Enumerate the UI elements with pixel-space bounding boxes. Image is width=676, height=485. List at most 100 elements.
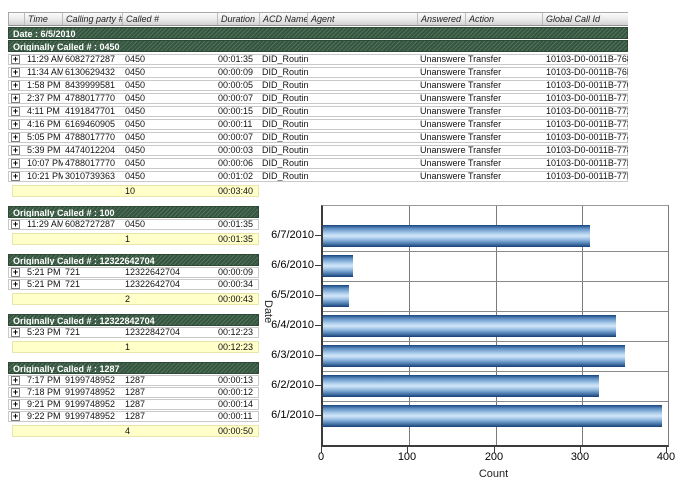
group-total-duration: 00:00:43 xyxy=(218,294,254,304)
time-cell: 1:58 PM xyxy=(27,81,61,90)
table-header-row: Time Calling party # Called # Duration ACD N… xyxy=(8,12,628,26)
bar-6-1-2010 xyxy=(323,405,662,427)
time-cell: 5:21 PM xyxy=(27,268,61,277)
duration-cell: 00:00:03 xyxy=(218,146,254,155)
answered-cell: Unanswered xyxy=(420,159,466,168)
acd-name-cell: DID_Routing xyxy=(262,94,308,103)
expand-cell: + xyxy=(9,159,25,168)
expand-row-button[interactable]: + xyxy=(11,220,20,229)
x-tick xyxy=(580,447,581,453)
category-separator xyxy=(323,401,668,402)
action-cell: Transfer xyxy=(468,146,502,155)
expand-row-button[interactable]: + xyxy=(11,120,20,129)
group-sections: Originally Called # : 0450 +11:29 AM 60827… xyxy=(8,40,628,437)
bar-6-4-2010 xyxy=(323,315,616,337)
expand-row-button[interactable]: + xyxy=(11,328,20,337)
expand-row-button[interactable]: + xyxy=(11,412,20,421)
call-row: +4:11 PM 4191847701 0450 00:00:15 DID_Routin… xyxy=(8,106,628,117)
group-band-100: Originally Called # : 100 xyxy=(8,206,259,218)
time-cell: 10:21 PM xyxy=(27,172,63,181)
x-tick-label: 300 xyxy=(570,451,590,463)
expand-row-button[interactable]: + xyxy=(11,172,20,181)
time-cell: 5:23 PM xyxy=(27,328,61,337)
duration-cell: 00:01:02 xyxy=(218,172,254,181)
called-cell: 0450 xyxy=(125,94,146,103)
group-summary-row: 1 00:01:35 xyxy=(12,233,259,245)
time-cell: 11:29 AM xyxy=(27,220,63,229)
answered-cell: Unanswered xyxy=(420,146,466,155)
calling-party-cell: 9199748952 xyxy=(65,388,116,397)
time-cell: 7:18 PM xyxy=(27,388,61,397)
group-call-count: 10 xyxy=(125,186,136,196)
category-label: 6/4/2010 xyxy=(271,319,314,331)
column-header-time: Time xyxy=(25,13,63,25)
expand-row-button[interactable]: + xyxy=(11,55,20,64)
y-tick xyxy=(315,355,321,356)
action-cell: Transfer xyxy=(468,81,502,90)
date-group-band: Date : 6/5/2010 xyxy=(8,27,628,39)
y-tick xyxy=(315,415,321,416)
expand-row-button[interactable]: + xyxy=(11,133,20,142)
expand-row-button[interactable]: + xyxy=(11,376,20,385)
column-header-duration: Duration xyxy=(218,13,260,25)
group-summary-row: 1 00:12:23 xyxy=(12,341,259,353)
duration-cell: 00:00:09 xyxy=(218,268,254,277)
expand-row-button[interactable]: + xyxy=(11,159,20,168)
column-header-expand xyxy=(9,13,25,25)
time-cell: 7:17 PM xyxy=(27,376,61,385)
call-row: +2:37 PM 4788017770 0450 00:00:07 DID_Routin… xyxy=(8,93,628,104)
group-call-count: 2 xyxy=(125,294,131,304)
expand-cell: + xyxy=(9,268,25,277)
called-cell: 12322642704 xyxy=(125,280,181,289)
duration-cell: 00:01:35 xyxy=(218,220,254,229)
group-total-duration: 00:03:40 xyxy=(218,186,254,196)
call-row: +11:29 AM 6082727287 0450 00:01:35 xyxy=(8,219,259,230)
expand-cell: + xyxy=(9,376,25,385)
call-row: +5:21 PM 721 12322642704 00:00:09 xyxy=(8,267,259,278)
expand-row-button[interactable]: + xyxy=(11,268,20,277)
expand-row-button[interactable]: + xyxy=(11,280,20,289)
duration-cell: 00:00:06 xyxy=(218,159,254,168)
acd-name-cell: DID_Routing xyxy=(262,120,308,129)
called-cell: 1287 xyxy=(125,400,146,409)
time-cell: 9:22 PM xyxy=(27,412,61,421)
called-cell: 0450 xyxy=(125,107,146,116)
x-tick-label: 100 xyxy=(397,451,417,463)
expand-row-button[interactable]: + xyxy=(11,81,20,90)
called-cell: 1287 xyxy=(125,376,146,385)
expand-cell: + xyxy=(9,388,25,397)
calling-party-cell: 6130629432 xyxy=(65,68,116,77)
category-label: 6/6/2010 xyxy=(271,259,314,271)
acd-name-cell: DID_Routing xyxy=(262,133,308,142)
acd-name-cell: DID_Routing xyxy=(262,55,308,64)
column-header-called: Called # xyxy=(123,13,218,25)
expand-row-button[interactable]: + xyxy=(11,107,20,116)
duration-cell: 00:00:15 xyxy=(218,107,254,116)
global-call-id-cell: 10103-D0-0011B-76F xyxy=(546,68,628,77)
calling-party-cell: 6082727287 xyxy=(65,55,116,64)
duration-cell: 00:00:05 xyxy=(218,81,254,90)
call-row: +4:16 PM 6169460905 0450 00:00:11 DID_Routin… xyxy=(8,119,628,130)
x-tick-label: 400 xyxy=(656,451,676,463)
y-tick xyxy=(315,385,321,386)
expand-row-button[interactable]: + xyxy=(11,94,20,103)
called-cell: 1287 xyxy=(125,412,146,421)
category-separator xyxy=(323,251,668,252)
expand-cell: + xyxy=(9,172,25,181)
category-separator xyxy=(323,371,668,372)
duration-cell: 00:00:07 xyxy=(218,133,254,142)
expand-row-button[interactable]: + xyxy=(11,146,20,155)
category-separator xyxy=(323,341,668,342)
answered-cell: Unanswered xyxy=(420,107,466,116)
y-tick xyxy=(315,265,321,266)
expand-row-button[interactable]: + xyxy=(11,388,20,397)
action-cell: Transfer xyxy=(468,133,502,142)
global-call-id-cell: 10103-D0-0011B-77E xyxy=(546,159,628,168)
answered-cell: Unanswered xyxy=(420,94,466,103)
expand-row-button[interactable]: + xyxy=(11,400,20,409)
call-row: +5:39 PM 4474012204 0450 00:00:03 DID_Routin… xyxy=(8,145,628,156)
expand-row-button[interactable]: + xyxy=(11,68,20,77)
time-cell: 9:21 PM xyxy=(27,400,61,409)
acd-name-cell: DID_Routing xyxy=(262,172,308,181)
expand-cell: + xyxy=(9,55,25,64)
